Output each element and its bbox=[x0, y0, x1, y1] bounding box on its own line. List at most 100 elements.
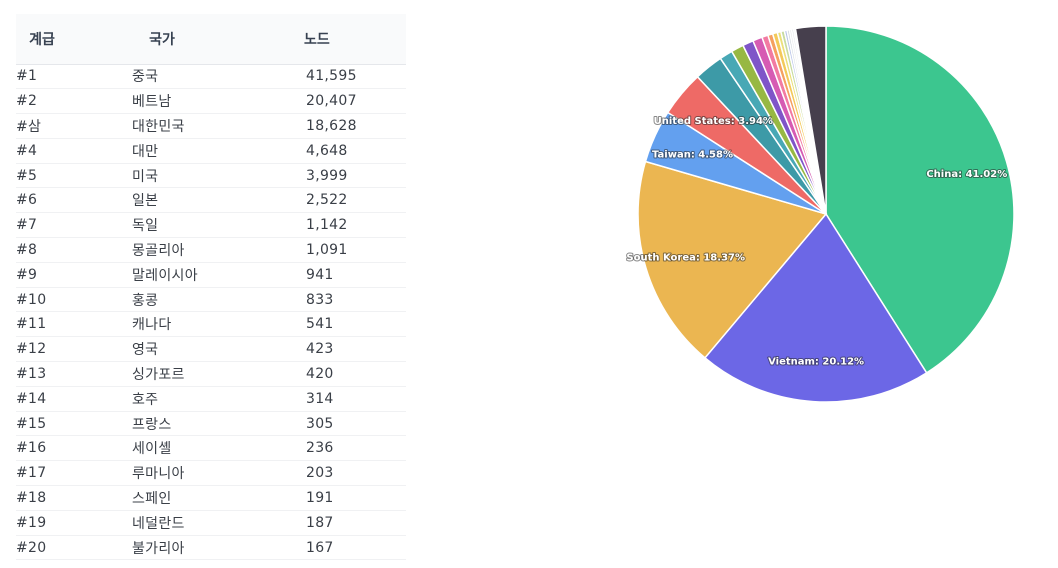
country-cell: 미국 bbox=[132, 168, 159, 185]
table-row: #8 몽골리아 1,091 bbox=[16, 238, 406, 263]
nodes-cell: 305 bbox=[306, 415, 334, 432]
country-cell: 불가리아 bbox=[132, 540, 185, 557]
country-cell: 중국 bbox=[132, 69, 159, 86]
nodes-cell: 236 bbox=[306, 440, 334, 457]
rank-cell: #8 bbox=[16, 241, 38, 258]
nodes-cell: 187 bbox=[306, 514, 334, 531]
rank-cell: #14 bbox=[16, 390, 47, 407]
country-cell: 세이셸 bbox=[132, 441, 172, 458]
country-cell: 일본 bbox=[132, 193, 159, 210]
table-body: #1 중국 41,595 #2 베트남 20,407 #삼 대한민국 18,628 #4 대만 4,6… bbox=[16, 64, 406, 560]
rank-cell: #17 bbox=[16, 465, 47, 482]
table-row: #삼 대한민국 18,628 bbox=[16, 114, 406, 139]
nodes-cell: 941 bbox=[306, 266, 334, 283]
header-country[interactable]: 국가 bbox=[68, 14, 256, 65]
header-nodes[interactable]: 노드 bbox=[256, 14, 406, 65]
table-row: #15 프랑스 305 bbox=[16, 411, 406, 436]
rank-cell: #삼 bbox=[16, 118, 42, 135]
table-row: #9 말레이시아 941 bbox=[16, 262, 406, 288]
nodes-cell: 541 bbox=[306, 316, 334, 333]
table-row: #6 일본 2,522 bbox=[16, 188, 406, 213]
nodes-cell: 18,628 bbox=[306, 117, 357, 134]
country-cell: 호주 bbox=[132, 391, 159, 408]
country-cell: 영국 bbox=[132, 342, 159, 359]
country-cell: 대한민국 bbox=[132, 118, 185, 135]
rank-cell: #13 bbox=[16, 365, 47, 382]
country-cell: 말레이시아 bbox=[132, 267, 198, 284]
rank-cell: #1 bbox=[16, 68, 38, 85]
table-row: #18 스페인 191 bbox=[16, 486, 406, 511]
country-cell: 베트남 bbox=[132, 94, 172, 111]
country-cell: 캐나다 bbox=[132, 317, 172, 334]
header-rank[interactable]: 계급 bbox=[16, 14, 68, 65]
nodes-cell: 833 bbox=[306, 291, 334, 308]
nodes-cell: 1,142 bbox=[306, 217, 348, 234]
slice-label: South Korea: 18.37% bbox=[626, 253, 745, 264]
country-cell: 프랑스 bbox=[132, 416, 172, 433]
rank-cell: #11 bbox=[16, 316, 47, 333]
slice-label: China: 41.02% bbox=[926, 169, 1007, 180]
nodes-cell: 314 bbox=[306, 390, 334, 407]
slice-label: Taiwan: 4.58% bbox=[652, 149, 733, 160]
nodes-cell: 2,522 bbox=[306, 192, 348, 209]
country-cell: 대만 bbox=[132, 143, 159, 160]
table-row: #2 베트남 20,407 bbox=[16, 89, 406, 114]
rank-cell: #4 bbox=[16, 142, 38, 159]
nodes-cell: 423 bbox=[306, 341, 334, 358]
rank-cell: #16 bbox=[16, 440, 47, 457]
table-row: #14 호주 314 bbox=[16, 386, 406, 412]
pie-chart-container: China: 41.02% Vietnam: 20.12% South Korea:… bbox=[560, 0, 1058, 568]
pie-slice[interactable] bbox=[703, 212, 928, 403]
slice-label: Vietnam: 20.12% bbox=[768, 356, 864, 367]
table-row: #12 영국 423 bbox=[16, 337, 406, 362]
rank-cell: #18 bbox=[16, 489, 47, 506]
country-cell: 홍콩 bbox=[132, 292, 159, 309]
nodes-cell: 420 bbox=[306, 365, 334, 382]
header-row: 계급 국가 노드 bbox=[16, 14, 406, 65]
ranking-table-container: 계급 국가 노드 #1 중국 41,595 #2 베트남 20,407 #삼 대한민국 18,6… bbox=[16, 14, 406, 560]
nodes-cell: 20,407 bbox=[306, 93, 357, 110]
nodes-cell: 203 bbox=[306, 465, 334, 482]
slice-label: United States: 3.94% bbox=[654, 116, 773, 127]
country-cell: 스페인 bbox=[132, 490, 172, 507]
country-cell: 몽골리아 bbox=[132, 242, 185, 259]
country-cell: 독일 bbox=[132, 218, 159, 235]
table-row: #13 싱가포르 420 bbox=[16, 362, 406, 387]
nodes-cell: 4,648 bbox=[306, 142, 348, 159]
rank-cell: #6 bbox=[16, 192, 38, 209]
table-row: #19 네덜란드 187 bbox=[16, 510, 406, 536]
nodes-cell: 191 bbox=[306, 489, 334, 506]
nodes-cell: 167 bbox=[306, 539, 334, 556]
table-row: #10 홍콩 833 bbox=[16, 287, 406, 312]
pie-chart: China: 41.02% Vietnam: 20.12% South Korea:… bbox=[625, 25, 1015, 403]
table-row: #16 세이셸 236 bbox=[16, 436, 406, 461]
rank-cell: #5 bbox=[16, 167, 38, 184]
country-cell: 싱가포르 bbox=[132, 366, 185, 383]
nodes-cell: 41,595 bbox=[306, 68, 357, 85]
nodes-cell: 1,091 bbox=[306, 241, 348, 258]
pie-slice[interactable] bbox=[794, 25, 827, 215]
rank-cell: #15 bbox=[16, 415, 47, 432]
ranking-table: 계급 국가 노드 #1 중국 41,595 #2 베트남 20,407 #삼 대한민국 18,6… bbox=[16, 14, 406, 560]
country-cell: 네덜란드 bbox=[132, 515, 185, 532]
table-row: #5 미국 3,999 bbox=[16, 163, 406, 188]
table-header: 계급 국가 노드 bbox=[16, 14, 406, 65]
rank-cell: #9 bbox=[16, 266, 38, 283]
rank-cell: #7 bbox=[16, 217, 38, 234]
table-row: #7 독일 1,142 bbox=[16, 213, 406, 238]
table-row: #20 불가리아 167 bbox=[16, 535, 406, 560]
table-row: #1 중국 41,595 bbox=[16, 64, 406, 89]
rank-cell: #2 bbox=[16, 93, 38, 110]
table-row: #4 대만 4,648 bbox=[16, 138, 406, 164]
rank-cell: #20 bbox=[16, 539, 47, 556]
rank-cell: #12 bbox=[16, 341, 47, 358]
pie-slice[interactable] bbox=[825, 25, 1015, 374]
rank-cell: #19 bbox=[16, 514, 47, 531]
table-row: #11 캐나다 541 bbox=[16, 312, 406, 337]
pie-slice[interactable] bbox=[637, 160, 828, 359]
country-cell: 루마니아 bbox=[132, 466, 185, 483]
table-row: #17 루마니아 203 bbox=[16, 461, 406, 486]
nodes-cell: 3,999 bbox=[306, 167, 348, 184]
rank-cell: #10 bbox=[16, 291, 47, 308]
